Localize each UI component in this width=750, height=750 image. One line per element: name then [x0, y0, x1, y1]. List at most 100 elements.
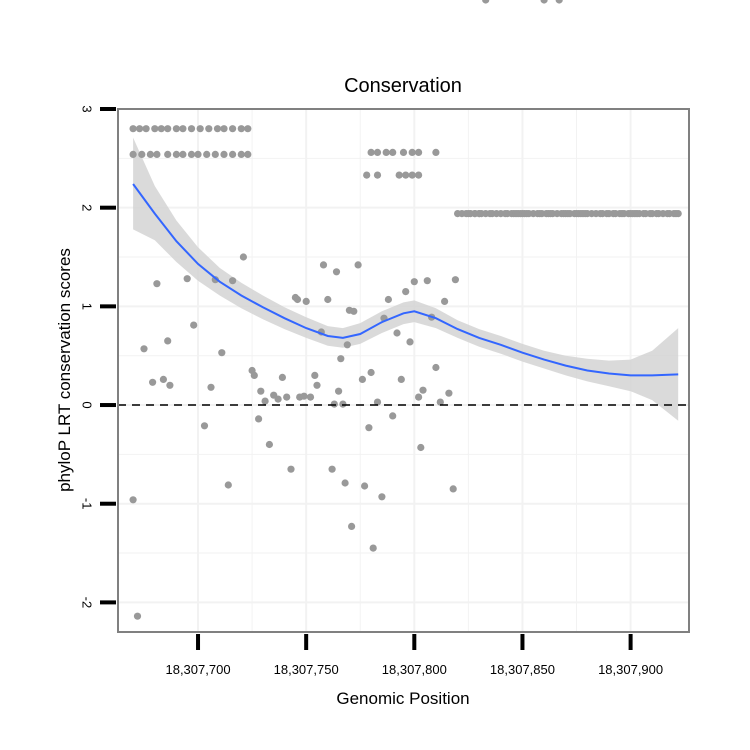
- data-point: [348, 522, 356, 531]
- data-point: [157, 125, 165, 133]
- data-point: [339, 400, 347, 408]
- data-point: [140, 345, 148, 353]
- data-point: [408, 148, 416, 156]
- data-point: [354, 261, 362, 269]
- smooth-fit-line: [132, 183, 679, 377]
- data-point: [218, 349, 226, 357]
- data-point: [283, 393, 291, 401]
- data-point: [402, 171, 410, 179]
- data-point: [229, 125, 237, 133]
- data-point: [399, 148, 408, 156]
- data-point: [441, 297, 449, 305]
- data-point: [244, 150, 252, 158]
- data-point: [187, 150, 196, 158]
- data-point: [257, 387, 265, 395]
- data-point: [406, 338, 414, 346]
- data-point: [328, 465, 336, 473]
- data-point: [244, 125, 252, 133]
- data-point: [172, 125, 180, 133]
- data-point: [166, 381, 174, 389]
- data-point: [540, 0, 548, 4]
- x-axis: 18,307,700 18,307,750 18,307,800 18,307,850…: [165, 634, 663, 677]
- data-point: [367, 368, 375, 377]
- data-point: [164, 125, 172, 133]
- data-point: [419, 386, 427, 394]
- data-point: [393, 329, 401, 337]
- data-point: [350, 307, 358, 315]
- data-point: [287, 465, 295, 473]
- data-point: [389, 148, 397, 156]
- data-point: [306, 393, 315, 401]
- data-point: [237, 150, 245, 158]
- data-point: [190, 321, 198, 329]
- data-point: [274, 395, 282, 403]
- data-point: [229, 150, 237, 158]
- x-tick-label: 18,307,700: [165, 662, 230, 677]
- data-point: [464, 210, 472, 218]
- data-point: [358, 375, 366, 383]
- data-point: [335, 387, 343, 395]
- data-point: [300, 392, 308, 400]
- data-point: [183, 275, 191, 283]
- data-point: [451, 276, 459, 284]
- data-points: [129, 0, 682, 620]
- data-point: [164, 337, 172, 345]
- data-point: [674, 210, 682, 218]
- smooth-line-layer: [132, 183, 679, 377]
- data-point: [367, 148, 375, 156]
- data-point: [332, 268, 341, 276]
- data-point: [207, 383, 215, 391]
- data-point: [313, 381, 321, 389]
- data-point: [432, 363, 440, 372]
- x-axis-label: Genomic Position: [336, 689, 469, 708]
- data-point: [343, 341, 351, 349]
- data-point: [408, 171, 416, 179]
- data-point: [237, 125, 245, 133]
- y-axis: -2 -1 0 1 2 3: [80, 105, 116, 608]
- data-point: [129, 125, 137, 133]
- data-point: [361, 482, 369, 490]
- data-point: [133, 612, 142, 620]
- data-point: [302, 297, 310, 305]
- data-point: [293, 295, 302, 304]
- data-point: [149, 378, 157, 386]
- data-point: [153, 280, 161, 288]
- data-point: [164, 150, 172, 158]
- data-point: [384, 295, 392, 304]
- data-point: [324, 295, 332, 304]
- data-point: [153, 150, 161, 158]
- data-point: [142, 125, 150, 133]
- data-point: [482, 0, 490, 4]
- data-point: [138, 150, 146, 158]
- data-point: [311, 371, 319, 379]
- data-point: [415, 148, 423, 156]
- y-axis-label: phyloP LRT conservation scores: [55, 248, 74, 492]
- data-point: [159, 375, 167, 383]
- data-point: [436, 398, 444, 406]
- x-tick-label: 18,307,750: [274, 662, 339, 677]
- data-point: [224, 481, 232, 489]
- data-point: [363, 171, 371, 179]
- data-point: [146, 150, 154, 158]
- data-point: [187, 125, 196, 133]
- data-point: [417, 443, 425, 452]
- data-point: [402, 288, 410, 296]
- data-point: [196, 125, 204, 133]
- data-point: [151, 125, 159, 133]
- y-tick-label: -2: [80, 597, 95, 609]
- data-point: [200, 422, 209, 430]
- data-point: [449, 485, 457, 493]
- data-point: [410, 278, 418, 286]
- data-point: [432, 148, 440, 156]
- data-point: [415, 393, 423, 401]
- chart-title: Conservation: [344, 75, 462, 97]
- data-point: [220, 125, 228, 133]
- data-point: [365, 424, 373, 432]
- data-point: [415, 171, 423, 179]
- data-point: [389, 412, 397, 420]
- data-point: [211, 150, 219, 158]
- data-point: [239, 253, 247, 261]
- y-tick-label: 0: [80, 401, 95, 408]
- data-point: [265, 440, 273, 449]
- y-tick-label: -1: [80, 498, 95, 510]
